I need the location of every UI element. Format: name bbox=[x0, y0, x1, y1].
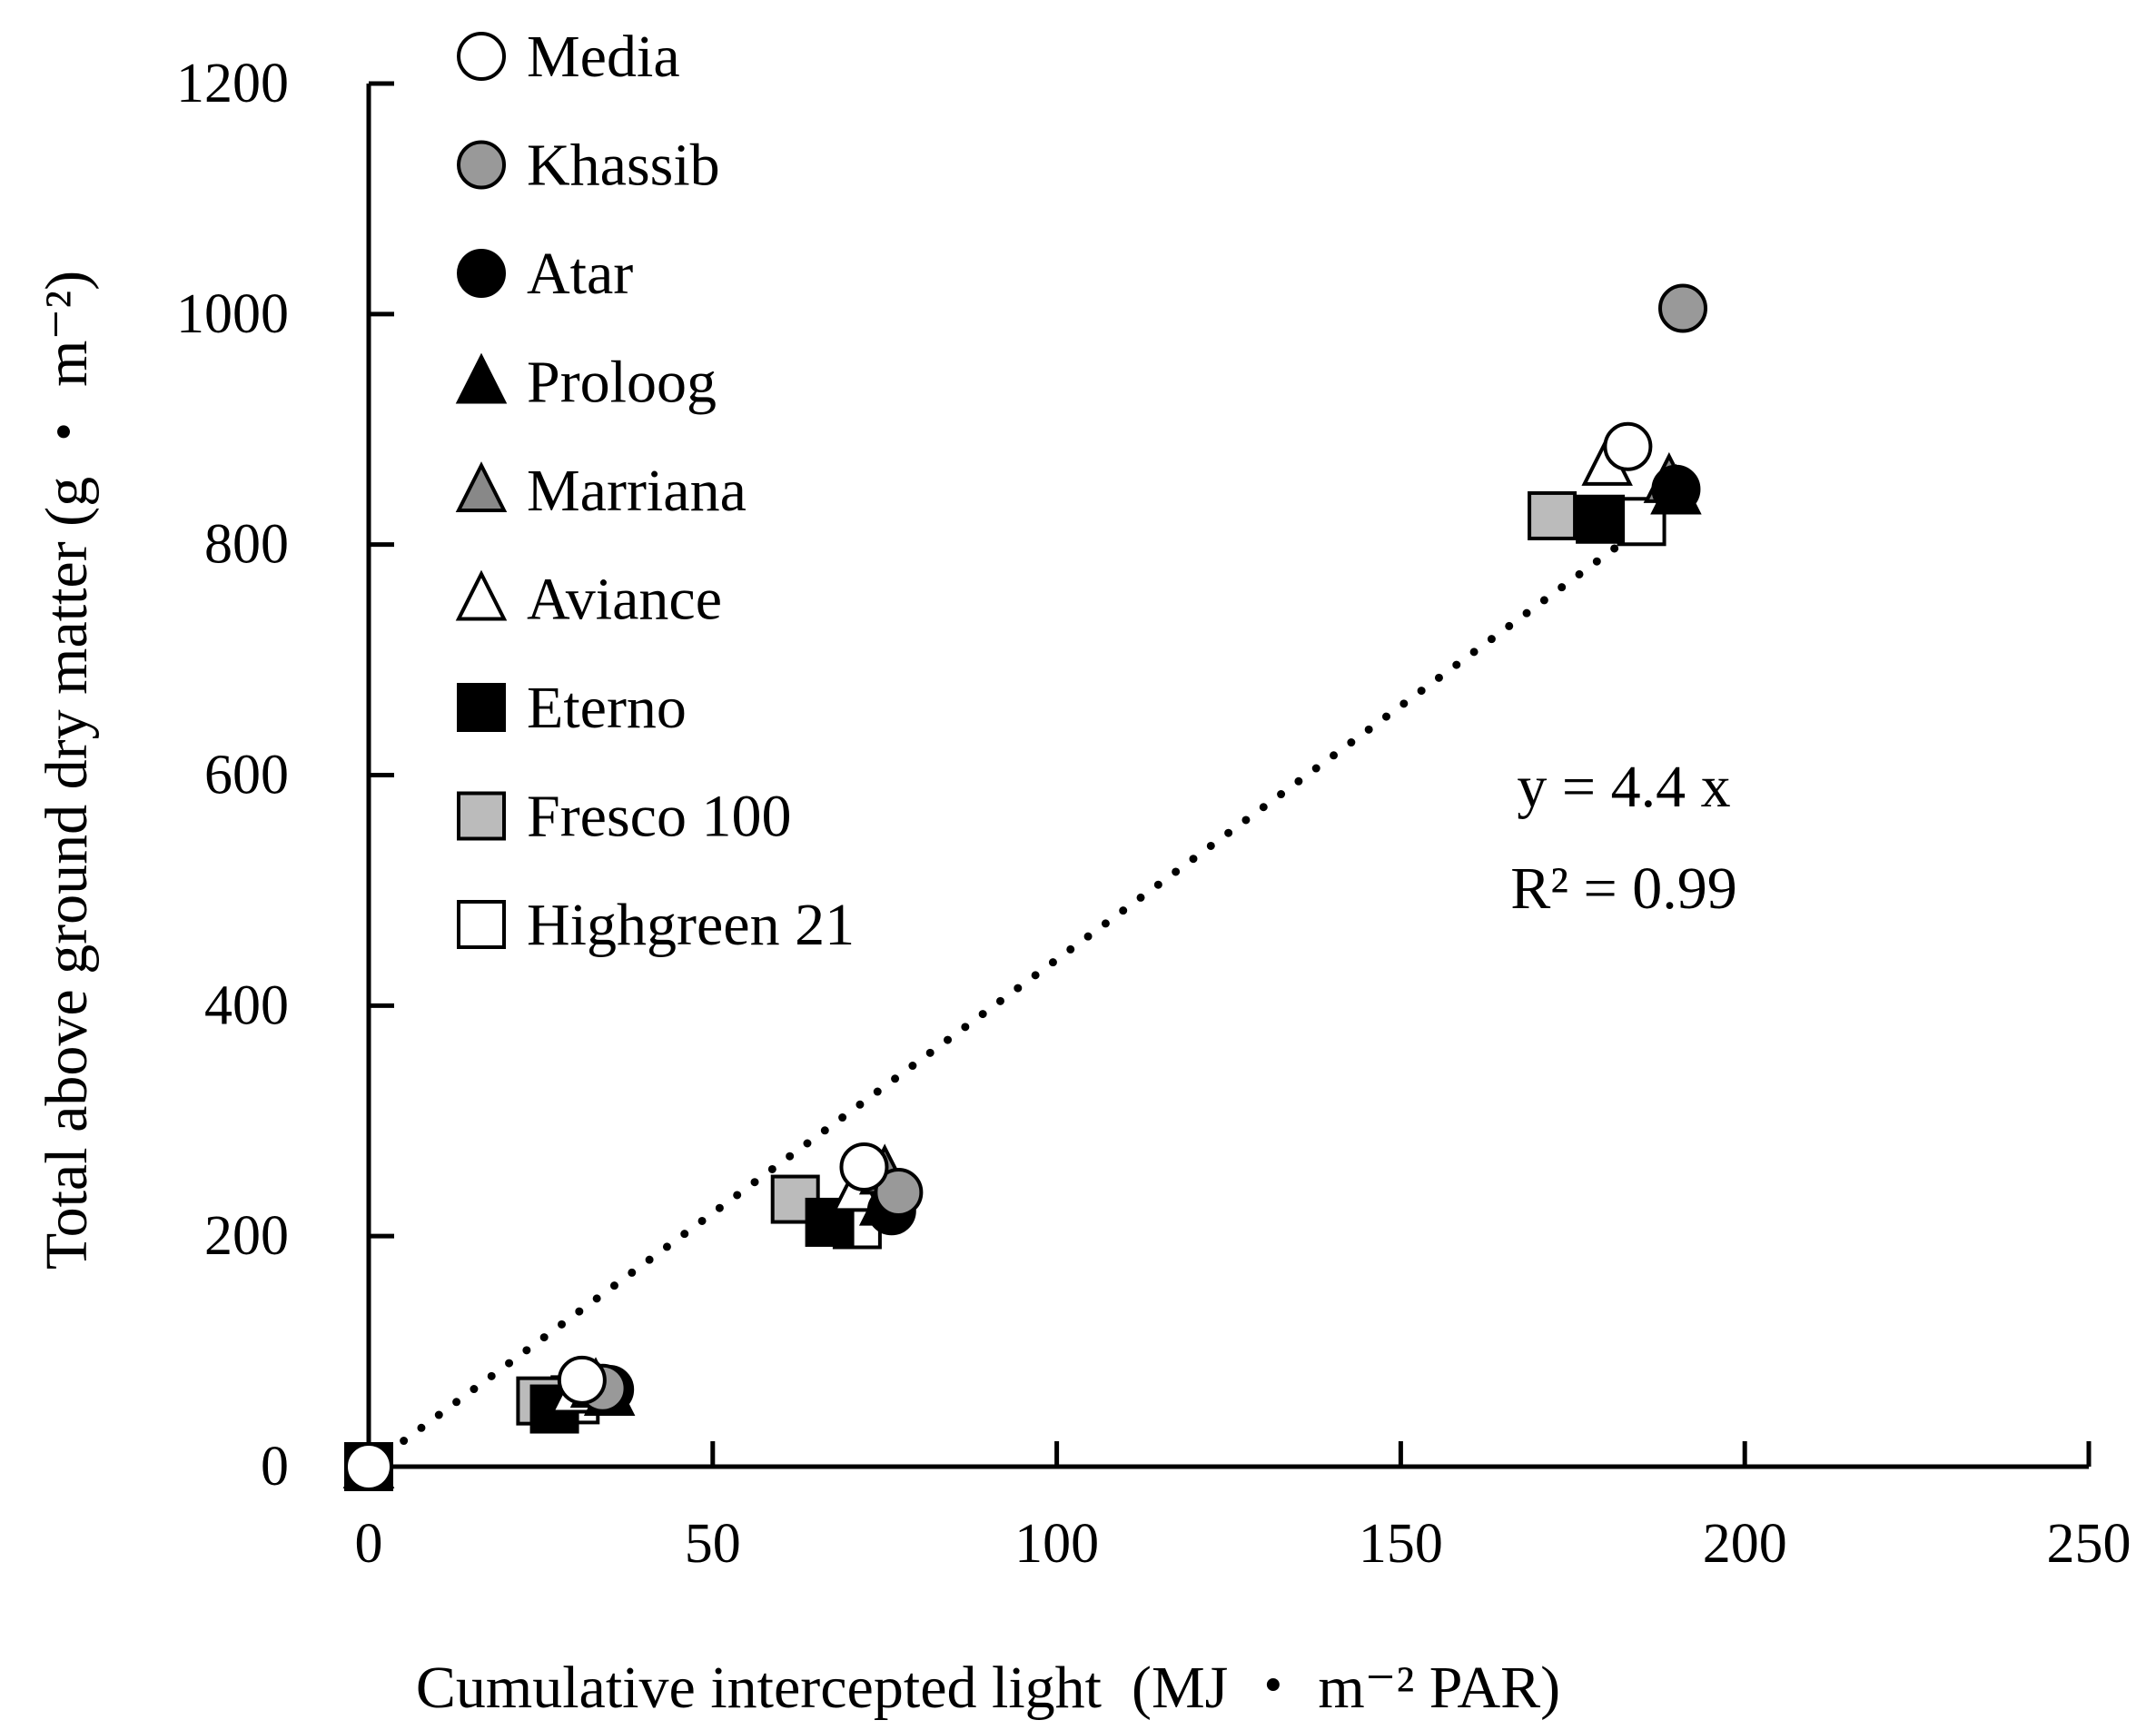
legend-item: Atar bbox=[457, 241, 633, 307]
legend-label: Fresco 100 bbox=[527, 784, 791, 850]
legend-item: Proloog bbox=[455, 350, 717, 416]
x-tick-label: 200 bbox=[1703, 1513, 1787, 1575]
legend-marker-triangle bbox=[455, 352, 508, 404]
series-eterno bbox=[344, 494, 1626, 1491]
legend-label: Highgreen 21 bbox=[527, 892, 855, 958]
series-media bbox=[344, 421, 1653, 1491]
legend-item: Fresco 100 bbox=[457, 784, 791, 850]
y-tick-label: 1200 bbox=[176, 53, 289, 114]
legend-label: Atar bbox=[527, 241, 633, 307]
data-point bbox=[1651, 464, 1701, 514]
legend-marker-square bbox=[457, 791, 506, 841]
x-tick-label: 250 bbox=[2047, 1513, 2131, 1575]
trendline-dotted bbox=[364, 509, 1666, 1471]
data-point bbox=[1576, 494, 1626, 544]
legend-item: Aviance bbox=[455, 567, 722, 633]
x-tick-label: 150 bbox=[1359, 1513, 1443, 1575]
y-tick-label: 1000 bbox=[176, 283, 289, 345]
legend-marker-square bbox=[457, 900, 506, 949]
x-tick-label: 50 bbox=[685, 1513, 741, 1575]
y-tick-label: 0 bbox=[261, 1436, 289, 1498]
x-tick-label: 0 bbox=[355, 1513, 383, 1575]
data-points bbox=[342, 283, 1708, 1491]
legend-item: Khassib bbox=[457, 133, 720, 199]
legend-item: Marriana bbox=[455, 458, 747, 524]
y-tick-label: 400 bbox=[204, 974, 289, 1036]
data-point bbox=[1528, 490, 1577, 540]
legend-marker-square bbox=[457, 683, 506, 732]
trendline-r-squared: R² = 0.99 bbox=[1510, 855, 1737, 922]
x-tick-label: 100 bbox=[1014, 1513, 1099, 1575]
legend-marker-triangle bbox=[455, 569, 508, 621]
data-point bbox=[874, 1167, 924, 1217]
y-axis-label: Total above ground dry matter (g ・ m⁻²) bbox=[34, 271, 100, 1270]
legend-item: Highgreen 21 bbox=[457, 892, 855, 958]
trendline bbox=[364, 509, 1666, 1471]
legend-label: Proloog bbox=[527, 350, 717, 416]
data-point bbox=[1603, 421, 1653, 471]
data-point bbox=[805, 1197, 855, 1247]
legend-item: Media bbox=[457, 24, 680, 90]
data-point bbox=[344, 1442, 393, 1491]
legend-marker-circle bbox=[457, 32, 506, 81]
legend-label: Eterno bbox=[527, 675, 687, 741]
data-point bbox=[557, 1355, 607, 1405]
legend-label: Marriana bbox=[527, 458, 747, 524]
legend-label: Media bbox=[527, 24, 680, 90]
legend-marker-circle bbox=[457, 249, 506, 298]
ticks: 0 50 100 150 200 250 0 200 400 600 800 1000 1200 bbox=[176, 53, 2131, 1575]
y-tick-label: 600 bbox=[204, 745, 289, 806]
legend: Media Khassib Atar Proloog Marriana Aviance Et… bbox=[455, 24, 855, 958]
legend-label: Khassib bbox=[527, 133, 720, 199]
y-tick-label: 200 bbox=[204, 1205, 289, 1267]
data-point bbox=[1658, 283, 1708, 333]
data-point bbox=[839, 1142, 889, 1192]
legend-label: Aviance bbox=[527, 567, 722, 633]
series-fresco-100 bbox=[344, 490, 1577, 1491]
y-tick-label: 800 bbox=[204, 514, 289, 576]
trendline-equation: y = 4.4 x bbox=[1517, 754, 1730, 820]
legend-marker-circle bbox=[457, 140, 506, 190]
legend-marker-triangle bbox=[455, 461, 508, 512]
x-axis-label: Cumulative intercepted light (MJ ・ m⁻² P… bbox=[416, 1655, 1560, 1721]
legend-item: Eterno bbox=[457, 675, 687, 741]
